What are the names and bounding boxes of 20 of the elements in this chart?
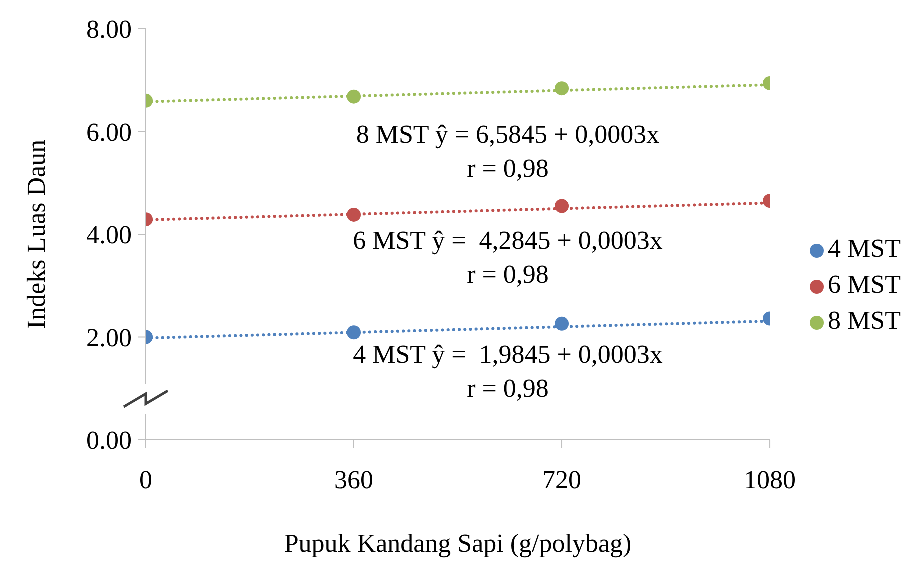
x-axis-title: Pupuk Kandang Sapi (g/polybag) — [284, 529, 632, 558]
y-tick-label: 4.00 — [86, 220, 132, 250]
x-tick-label: 1080 — [744, 465, 796, 494]
y-tick-label: 6.00 — [86, 118, 132, 147]
annotation: r = 0,98 — [467, 260, 549, 290]
y-tick-label: 2.00 — [86, 323, 132, 352]
annotation: 4 MST ŷ = 1,9845 + 0,0003x — [353, 340, 663, 370]
legend-label: 4 MST — [828, 234, 901, 263]
x-tick-label: 720 — [542, 465, 582, 494]
x-tick-label: 0 — [140, 465, 152, 494]
y-tick-label: 0.00 — [86, 426, 132, 456]
legend-label: 6 MST — [828, 270, 901, 299]
annotation: 6 MST ŷ = 4,2845 + 0,0003x — [353, 226, 663, 256]
annotation: r = 0,98 — [467, 154, 549, 184]
x-tick-label: 360 — [334, 465, 374, 494]
y-tick-label: 8.00 — [86, 15, 132, 44]
y-axis-title: Indeks Luas Daun — [22, 140, 52, 330]
annotation: r = 0,98 — [467, 374, 549, 404]
legend-label: 8 MST — [828, 306, 901, 335]
annotation: 8 MST ŷ = 6,5845 + 0,0003x — [356, 120, 660, 150]
